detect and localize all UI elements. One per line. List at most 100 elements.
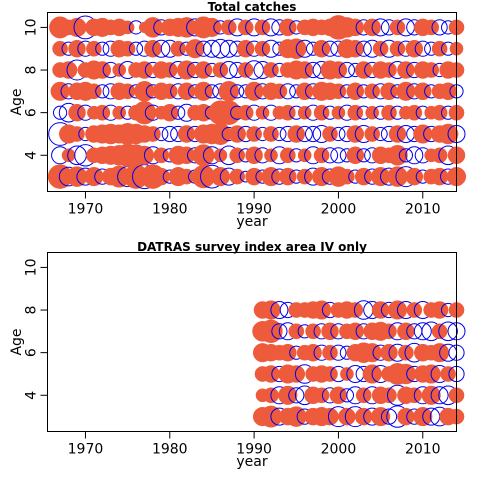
y-axis-title: Age [9,88,25,115]
negative-residual-bubble [338,61,355,79]
positive-residual-bubble [346,39,365,58]
positive-residual-bubble [246,126,262,142]
positive-residual-bubble [68,39,86,58]
positive-residual-bubble [371,407,391,427]
positive-residual-bubble [119,40,136,57]
positive-residual-bubble [209,123,232,145]
x-tick-label: 2000 [321,202,357,218]
positive-residual-bubble [287,125,306,143]
positive-residual-bubble [312,167,332,187]
negative-residual-bubble [380,408,398,425]
positive-residual-bubble [297,105,312,120]
positive-residual-bubble [430,167,449,186]
positive-residual-bubble [423,62,440,78]
positive-residual-bubble [84,167,104,187]
positive-residual-bubble [397,407,415,426]
negative-residual-bubble [202,39,221,58]
positive-residual-bubble [431,40,448,57]
positive-residual-bubble [322,126,338,142]
negative-residual-bubble [405,146,424,165]
x-tick-label: 1990 [236,442,272,458]
positive-residual-bubble [423,19,440,36]
positive-residual-bubble [67,17,87,37]
y-axis: 4 6 8 10 [24,19,48,160]
x-axis-title: year [236,454,267,470]
positive-residual-bubble [120,20,135,35]
negative-residual-bubble [339,388,354,403]
positive-residual-bubble [245,146,263,165]
negative-residual-bubble [171,105,186,120]
positive-residual-bubble [381,387,397,404]
positive-residual-bubble [279,147,296,164]
positive-residual-bubble [405,167,424,186]
positive-residual-bubble [387,145,408,166]
negative-residual-bubble [413,322,432,341]
positive-residual-bubble [405,39,424,58]
positive-residual-bubble [218,81,240,102]
positive-residual-bubble [59,61,78,79]
positive-residual-bubble [135,61,154,79]
positive-residual-bubble [145,126,161,142]
positive-residual-bubble [440,366,456,382]
positive-residual-bubble [94,104,111,121]
negative-residual-bubble [95,41,110,56]
panel-title: DATRAS survey index area IV only [137,240,367,254]
negative-residual-bubble [296,125,313,143]
positive-residual-bubble [397,61,415,79]
positive-residual-bubble [354,167,373,186]
positive-residual-bubble [228,125,246,143]
positive-residual-bubble [330,83,347,100]
y-axis: 4 6 8 10 [24,259,48,400]
positive-residual-bubble [93,61,112,79]
x-axis: 1970 1980 1990 2000 2010 [68,191,441,218]
positive-residual-bubble [321,322,339,341]
y-tick-label: 8 [24,66,40,75]
positive-residual-bubble [430,301,449,319]
x-axis: 1970 1980 1990 2000 2010 [68,431,441,458]
negative-residual-bubble [204,84,219,99]
negative-residual-bubble [128,41,144,56]
positive-residual-bubble [339,168,355,185]
positive-residual-bubble [229,168,246,185]
negative-residual-bubble [330,344,347,361]
negative-residual-bubble [355,40,372,57]
negative-residual-bubble [288,387,305,404]
positive-residual-bubble [68,103,86,122]
positive-residual-bubble [389,40,406,57]
positive-residual-bubble [86,83,102,100]
positive-residual-bubble [313,387,330,404]
negative-residual-bubble [53,105,68,120]
positive-residual-bubble [305,323,321,340]
bubbles [252,300,466,428]
positive-residual-bubble [236,39,255,58]
positive-residual-bubble [237,62,254,78]
positive-residual-bubble [322,366,338,382]
negative-residual-bubble [279,83,296,100]
positive-residual-bubble [134,81,155,102]
negative-residual-bubble [431,19,448,36]
positive-residual-bubble [331,105,346,120]
negative-residual-bubble [95,84,110,99]
positive-residual-bubble [313,147,330,164]
panel-total-catches: Total catches 1970 1980 1990 2000 2010 4 6 8 10… [9,0,467,230]
y-tick-label: 10 [24,259,40,277]
positive-residual-bubble [229,147,246,164]
positive-residual-bubble [364,83,381,100]
positive-residual-bubble [263,62,279,78]
positive-residual-bubble [346,82,365,101]
positive-residual-bubble [413,124,433,144]
positive-residual-bubble [313,104,330,121]
y-tick-label: 6 [24,108,40,117]
positive-residual-bubble [86,40,102,57]
positive-residual-bubble [346,18,365,37]
positive-residual-bubble [304,343,322,362]
negative-residual-bubble [219,39,238,58]
positive-residual-bubble [347,302,364,318]
positive-residual-bubble [177,125,196,143]
negative-residual-bubble [272,126,287,142]
positive-residual-bubble [279,104,296,121]
positive-residual-bubble [362,343,382,363]
positive-residual-bubble [371,301,390,319]
positive-residual-bubble [279,343,297,362]
positive-residual-bubble [50,81,70,101]
